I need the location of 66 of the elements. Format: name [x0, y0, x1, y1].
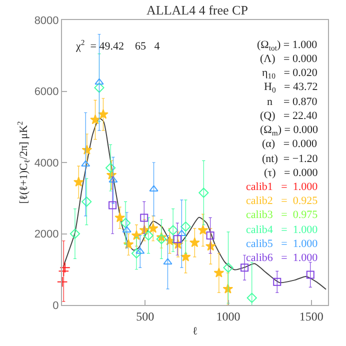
- legend-label: calib3 = 0.975: [246, 209, 318, 221]
- y-tick-label: 8000: [34, 14, 59, 27]
- x-tick-label: 500: [136, 309, 154, 324]
- point: [206, 232, 214, 240]
- y-tick-label: 6000: [34, 86, 59, 98]
- point: [90, 114, 100, 124]
- text: calib1 = 1.000: [246, 181, 318, 193]
- text: calib2 = 0.925: [246, 195, 318, 207]
- point: [214, 268, 224, 278]
- point: [60, 262, 70, 273]
- x-axis-title: ℓ: [192, 326, 198, 338]
- point: [82, 196, 92, 207]
- point: [156, 234, 166, 244]
- point: [131, 248, 142, 258]
- chart-title: ALLAL4 4 free CP: [146, 2, 248, 18]
- point: [168, 225, 178, 236]
- series-label: calib6 = 1.000: [246, 252, 318, 264]
- annotation: χ$^{2}$ = 49.42 65 4: [75, 38, 160, 53]
- point: [198, 188, 209, 198]
- point: [73, 176, 84, 187]
- annotation: (nt) = −1.20: [262, 153, 318, 165]
- point: [222, 284, 234, 294]
- point: [114, 212, 126, 222]
- point: [143, 230, 154, 241]
- point: [108, 176, 118, 183]
- annotation: n = 0.870: [267, 96, 318, 108]
- point: [70, 228, 80, 239]
- point: [108, 201, 117, 210]
- point: [190, 237, 200, 248]
- point: [82, 144, 92, 154]
- y-tick-label: 4000: [34, 157, 59, 170]
- point: [198, 224, 208, 235]
- point: [273, 278, 282, 286]
- point: [240, 264, 249, 272]
- annotation: (Ω$_{m}$) = 0.000: [260, 124, 318, 138]
- annotation: (Q) = 22.40: [260, 110, 318, 122]
- y-tick-label: 2000: [34, 228, 59, 241]
- point: [94, 78, 104, 85]
- x-tick-label: 1000: [216, 309, 240, 324]
- point: [180, 252, 191, 262]
- point: [81, 160, 90, 167]
- point: [120, 218, 131, 228]
- x-tick-label: 1500: [299, 309, 324, 324]
- text: calib4 = 1.000: [246, 224, 318, 236]
- point: [148, 223, 158, 233]
- text: calib5 = 1.000: [246, 238, 318, 250]
- annotation: (Λ) = 0.000: [260, 53, 318, 65]
- point: [223, 262, 234, 273]
- annotation: (τ) = 0.000: [264, 167, 318, 179]
- point: [180, 222, 191, 232]
- point: [98, 109, 108, 119]
- point: [58, 266, 70, 277]
- point: [306, 270, 314, 279]
- point: [205, 240, 216, 251]
- point: [131, 230, 142, 240]
- annotation: (α) = 0.000: [262, 138, 318, 150]
- annotation: (Ω$_{tot}$) = 1.000: [257, 39, 318, 52]
- annotation: H$_{0}$ = 43.72: [264, 81, 318, 94]
- point: [106, 162, 116, 173]
- y-tick-label: 0: [52, 300, 59, 312]
- point: [94, 82, 104, 93]
- point: [173, 235, 182, 244]
- point: [56, 276, 68, 288]
- point: [140, 214, 148, 222]
- point: [246, 292, 257, 303]
- annotation: η$_{10}$ = 0.020: [262, 67, 318, 80]
